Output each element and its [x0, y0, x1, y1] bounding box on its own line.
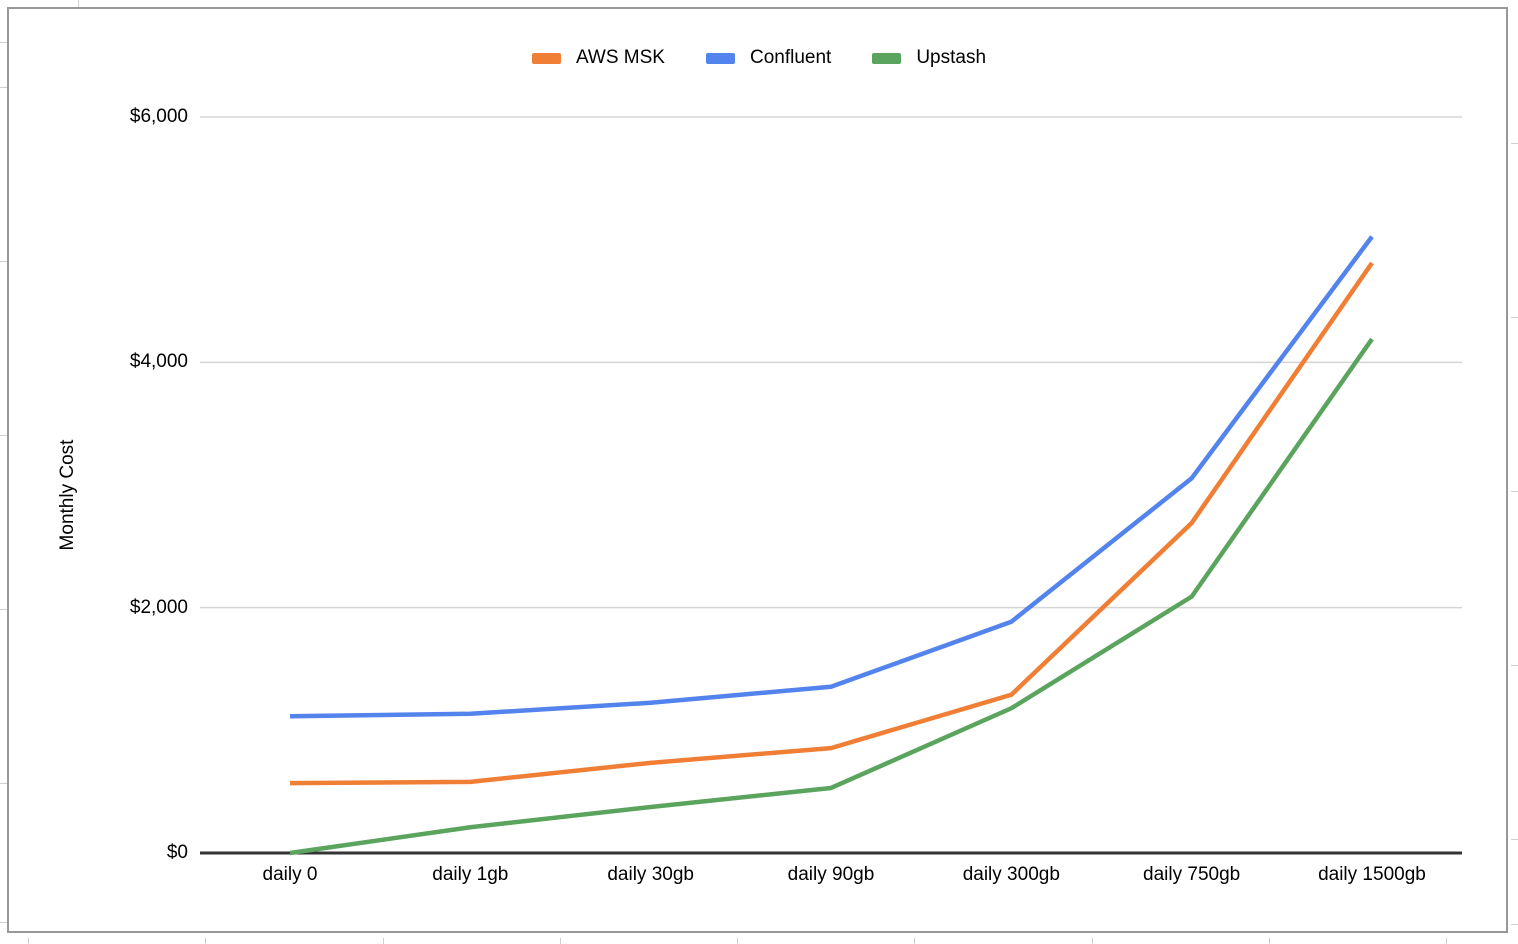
chart-card[interactable]: [7, 7, 1508, 933]
